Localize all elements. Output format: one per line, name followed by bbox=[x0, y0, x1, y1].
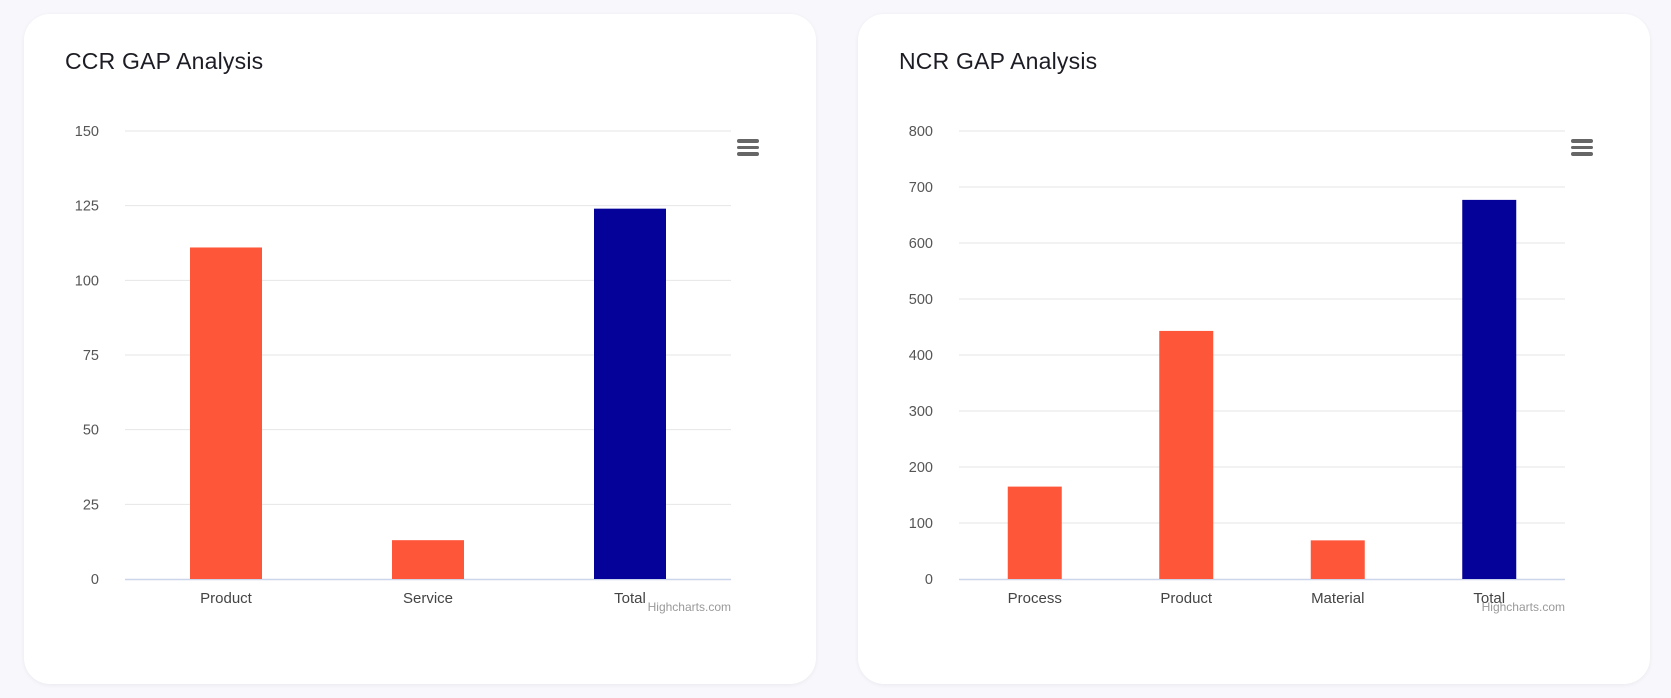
y-tick-label: 75 bbox=[83, 348, 99, 364]
y-tick-label: 200 bbox=[909, 460, 933, 476]
ccr-chart-svg: 0 25 50 75 100 125 150 Product Service Total Highc… bbox=[75, 124, 731, 614]
y-tick-label: 800 bbox=[909, 124, 933, 140]
bar-service[interactable] bbox=[392, 540, 464, 579]
y-tick-label: 0 bbox=[91, 572, 99, 588]
bar-total[interactable] bbox=[594, 208, 666, 580]
x-category-label: Total bbox=[1473, 590, 1505, 607]
x-category-label: Process bbox=[1008, 590, 1062, 607]
chart-menu-icon[interactable] bbox=[735, 136, 761, 158]
x-category-label: Material bbox=[1311, 590, 1364, 607]
y-tick-label: 300 bbox=[909, 404, 933, 420]
y-tick-label: 150 bbox=[75, 124, 99, 140]
bar-material[interactable] bbox=[1310, 540, 1365, 579]
x-category-label: Product bbox=[1160, 590, 1213, 607]
ccr-gap-analysis-card: CCR GAP Analysis 0 25 50 75 100 125 150 Product… bbox=[24, 14, 816, 684]
y-tick-label: 500 bbox=[909, 292, 933, 308]
chart-title: CCR GAP Analysis bbox=[65, 48, 264, 74]
y-tick-label: 0 bbox=[925, 572, 933, 588]
bar-total[interactable] bbox=[1462, 199, 1517, 579]
bar-product[interactable] bbox=[190, 247, 262, 580]
highcharts-credits-link[interactable]: Highcharts.com bbox=[648, 600, 731, 614]
chart-title: NCR GAP Analysis bbox=[899, 48, 1098, 74]
chart-menu-icon[interactable] bbox=[1569, 136, 1595, 158]
x-category-label: Service bbox=[403, 590, 453, 607]
x-category-label: Product bbox=[200, 590, 253, 607]
y-tick-label: 25 bbox=[83, 497, 99, 513]
highcharts-credits-link[interactable]: Highcharts.com bbox=[1482, 600, 1565, 614]
bar-process[interactable] bbox=[1007, 486, 1062, 579]
y-tick-label: 400 bbox=[909, 348, 933, 364]
y-tick-label: 100 bbox=[75, 273, 99, 289]
y-tick-label: 700 bbox=[909, 180, 933, 196]
y-tick-label: 125 bbox=[75, 199, 99, 215]
y-tick-label: 50 bbox=[83, 423, 99, 439]
bar-product[interactable] bbox=[1159, 330, 1214, 579]
ncr-chart-svg: 0 100 200 300 400 500 600 700 800 Process Product M… bbox=[909, 124, 1565, 614]
ncr-gap-analysis-card: NCR GAP Analysis 0 100 200 300 400 500 600 700 8… bbox=[858, 14, 1650, 684]
y-tick-label: 600 bbox=[909, 236, 933, 252]
y-tick-label: 100 bbox=[909, 516, 933, 532]
x-category-label: Total bbox=[614, 590, 646, 607]
